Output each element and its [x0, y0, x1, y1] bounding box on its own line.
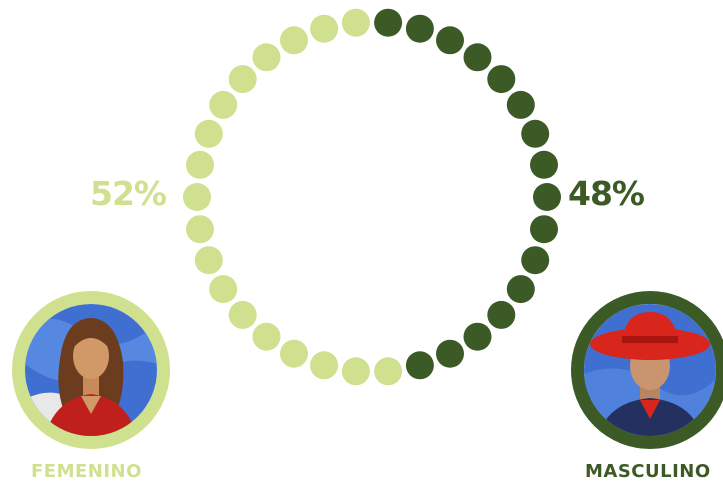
masculino-dot — [530, 150, 558, 179]
female-label: FEMENINO — [31, 461, 142, 482]
femenino-dot — [252, 43, 281, 72]
masculino-dot — [374, 8, 403, 37]
femenino-dot — [280, 26, 308, 55]
femenino-dot — [228, 300, 257, 329]
femenino-dot — [209, 90, 238, 119]
masculino-dot — [521, 246, 550, 275]
femenino-dot — [280, 339, 308, 368]
femenino-dot — [374, 357, 403, 386]
male-portrait-icon — [584, 304, 716, 436]
femenino-dot — [194, 119, 223, 148]
femenino-dot — [310, 14, 339, 43]
femenino-dot — [183, 183, 211, 211]
masculino-dot — [521, 119, 550, 148]
femenino-dot — [194, 246, 223, 275]
femenino-dot — [228, 65, 257, 94]
male-percentage-label: 48% — [568, 174, 645, 213]
female-portrait-icon — [25, 304, 157, 436]
femenino-dot — [341, 357, 370, 386]
masculino-dot — [506, 90, 535, 119]
masculino-dot — [487, 65, 516, 94]
masculino-dot — [506, 275, 535, 304]
masculino-dot — [405, 14, 434, 43]
femenino-dot — [341, 8, 370, 37]
masculino-dot — [463, 43, 492, 72]
femenino-dot — [186, 215, 214, 244]
masculino-dot — [436, 26, 464, 55]
masculino-dot — [530, 215, 558, 244]
femenino-dot — [310, 351, 339, 380]
male-avatar — [571, 291, 723, 449]
femenino-dot — [186, 150, 214, 179]
female-percentage-label: 52% — [90, 174, 167, 213]
masculino-dot — [463, 322, 492, 351]
femenino-dot — [209, 275, 238, 304]
male-label: MASCULINO — [585, 461, 711, 482]
masculino-dot — [487, 300, 516, 329]
masculino-dot — [436, 339, 464, 368]
masculino-dot — [533, 183, 561, 211]
femenino-dot — [252, 322, 281, 351]
female-avatar — [12, 291, 170, 449]
masculino-dot — [405, 351, 434, 380]
